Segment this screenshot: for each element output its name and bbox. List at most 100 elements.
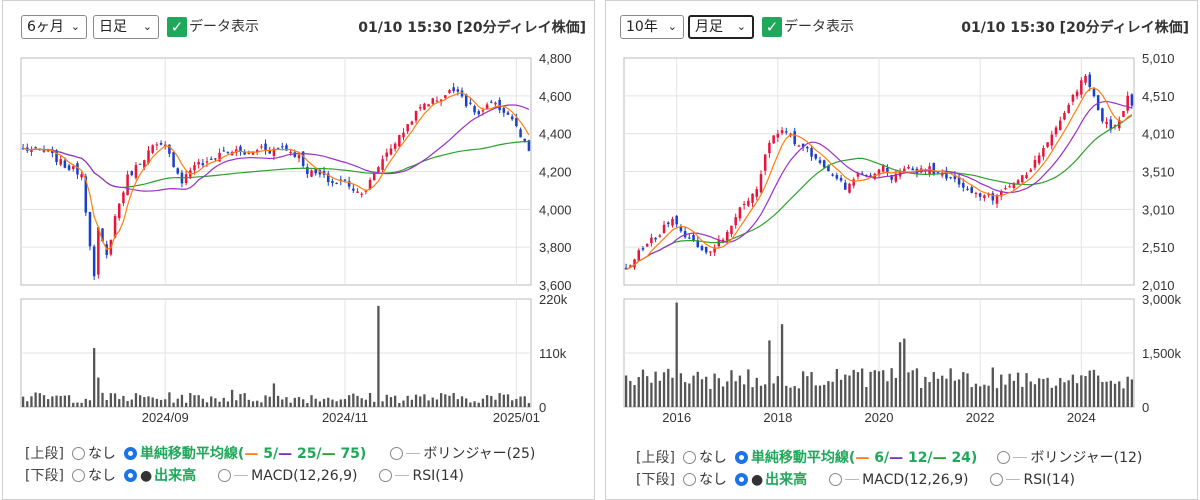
volume-bar [932, 372, 935, 407]
volume-bar [924, 376, 927, 407]
check-icon[interactable]: ✓ [762, 17, 782, 37]
bollinger-label: ボリンジャー(12) [1030, 450, 1143, 466]
volume-bar [835, 368, 839, 407]
radio-upper-bollinger[interactable] [997, 451, 1011, 464]
candle [1084, 75, 1087, 83]
radio-lower-rsi[interactable] [990, 473, 1004, 486]
volume-bar [1008, 373, 1011, 407]
volume-bar [381, 401, 384, 407]
candle [1050, 134, 1054, 146]
volume-bar [983, 384, 986, 407]
volume-bar [490, 395, 493, 407]
volume-bar [991, 367, 994, 407]
volume-bar [93, 348, 96, 407]
candle [502, 108, 506, 113]
candle [352, 188, 355, 191]
candle [1067, 104, 1070, 113]
radio-upper-none[interactable] [682, 451, 696, 464]
candle [1130, 94, 1134, 106]
candle [780, 130, 784, 134]
radio-lower-none[interactable] [71, 469, 85, 482]
candle [970, 187, 973, 193]
legend-upper-row: [上段] なし 単純移動平均線(— 6/— 12/— 24) ボリンジャー(12) [636, 448, 1142, 468]
volume-bar [688, 383, 691, 407]
interval-select[interactable]: 月足 ⌄ [688, 15, 754, 39]
volume-bar [780, 324, 784, 407]
sma-value-2: 25/ [296, 446, 322, 462]
volume-bar [38, 393, 41, 407]
x-tick-label: 2022 [966, 410, 995, 425]
radio-lower-volume[interactable] [123, 469, 137, 482]
volume-bar [473, 401, 476, 407]
x-tick-label: 2024 [1067, 410, 1096, 425]
volume-bar [47, 399, 50, 407]
lower-label: [下段] [25, 468, 64, 484]
candle [464, 94, 468, 107]
candle [51, 149, 54, 154]
candle [143, 160, 146, 168]
candle [666, 222, 670, 225]
volume-bar [633, 385, 636, 407]
volume-bar [189, 393, 192, 407]
macd-label: MACD(12,26,9) [862, 472, 969, 488]
volume-bar [726, 381, 729, 407]
candle [80, 174, 83, 178]
volume-bar [55, 395, 58, 407]
x-tick-label: 2020 [865, 410, 894, 425]
volume-bar [962, 372, 965, 407]
period-select[interactable]: 6ヶ月 ⌄ [21, 15, 87, 39]
volume-bar [385, 394, 388, 407]
volume-bar [911, 370, 914, 407]
volume-bar [844, 374, 847, 407]
period-select[interactable]: 10年 ⌄ [620, 15, 684, 39]
macd-label: MACD(12,26,9) [251, 468, 358, 484]
x-tick-label: 2024/09 [142, 410, 189, 425]
radio-lower-rsi[interactable] [379, 469, 393, 482]
volume-bar [1084, 376, 1087, 407]
volume-bar [264, 395, 267, 407]
candle [34, 147, 37, 149]
radio-lower-none[interactable] [682, 473, 696, 486]
volume-bar [1130, 379, 1134, 407]
price-tick-label: 4,010 [1142, 127, 1175, 142]
radio-upper-none[interactable] [71, 447, 85, 460]
candle [734, 217, 737, 226]
candle [650, 237, 653, 244]
volume-bar [201, 398, 204, 407]
radio-lower-volume[interactable] [734, 473, 748, 486]
volume-bar [130, 399, 133, 407]
candle [848, 183, 851, 193]
candle [151, 145, 154, 153]
volume-bar [675, 302, 678, 407]
volume-bar [84, 398, 87, 407]
volume-bar [869, 371, 872, 407]
volume-bar [797, 388, 801, 407]
volume-bar [498, 393, 501, 407]
lower-none-label: なし [698, 472, 727, 488]
candle [839, 177, 843, 181]
ma-mid-line [22, 104, 530, 192]
interval-select[interactable]: 日足 ⌄ [93, 15, 159, 39]
candle [1025, 174, 1028, 178]
volume-bar [197, 395, 200, 407]
candle [641, 248, 645, 250]
candle [742, 203, 746, 206]
candle [721, 239, 725, 242]
candle [1101, 108, 1104, 122]
radio-upper-bollinger[interactable] [390, 447, 404, 460]
radio-lower-macd[interactable] [829, 473, 843, 486]
volume-bar [506, 394, 510, 407]
volume-bar [427, 400, 430, 407]
radio-lower-macd[interactable] [218, 469, 232, 482]
volume-bar [515, 398, 518, 407]
check-icon[interactable]: ✓ [167, 17, 187, 37]
volume-bar [865, 387, 868, 407]
candle [629, 265, 632, 267]
radio-upper-sma[interactable] [123, 447, 137, 460]
candle [251, 151, 255, 155]
volume-bar [226, 401, 230, 407]
volume-bar [205, 402, 209, 407]
radio-upper-sma[interactable] [734, 451, 748, 464]
volume-bar [1080, 375, 1083, 407]
candle [184, 174, 188, 184]
